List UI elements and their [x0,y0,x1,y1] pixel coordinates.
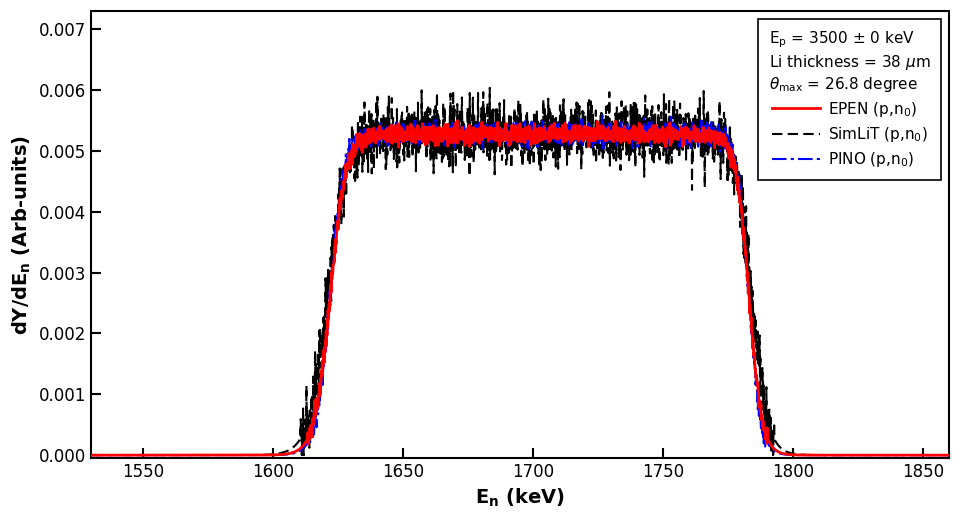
Y-axis label: $\mathbf{dY/dE_n}$ (Arb-units): $\mathbf{dY/dE_n}$ (Arb-units) [12,135,34,335]
X-axis label: $\mathbf{E_n}$ (keV): $\mathbf{E_n}$ (keV) [475,487,565,509]
Legend: EPEN (p,n$_0$), SimLiT (p,n$_0$), PINO (p,n$_0$): EPEN (p,n$_0$), SimLiT (p,n$_0$), PINO (… [758,19,941,180]
